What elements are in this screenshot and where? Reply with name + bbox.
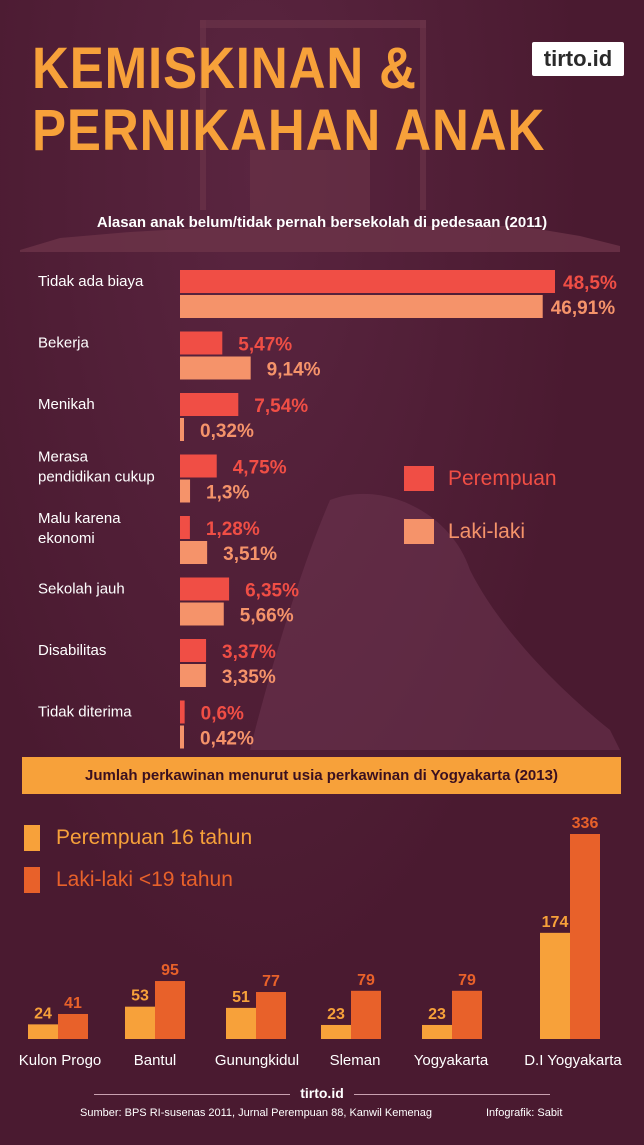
legend-label-perempuan-16: Perempuan 16 tahun xyxy=(56,826,253,849)
bar-perempuan xyxy=(180,270,555,293)
legend-swatch-lakilaki xyxy=(404,519,434,544)
data-label: 5,66% xyxy=(240,606,294,627)
category-label: Malu karena xyxy=(38,510,121,527)
data-label: 1,28% xyxy=(206,519,260,540)
bar-perempuan xyxy=(180,454,217,478)
horizontal-bar-chart: Tidak ada biaya 48,5% 46,91% Bekerja 5,47% 9,… xyxy=(38,270,620,750)
data-label: 174 xyxy=(542,914,569,931)
legend-swatch-perempuan-16 xyxy=(24,825,40,851)
bar-perempuan-16 xyxy=(422,1024,452,1039)
bar-lakilaki xyxy=(180,295,543,318)
title-line-1: KEMISKINAN & xyxy=(32,36,417,101)
bar-lakilaki xyxy=(180,418,184,441)
data-label: 41 xyxy=(64,995,82,1012)
bar-lakilaki-19 xyxy=(570,834,600,1039)
bar-perempuan xyxy=(180,577,230,601)
data-label: 46,91% xyxy=(551,298,616,319)
category-label: Yogyakarta xyxy=(414,1052,489,1069)
bar-lakilaki-19 xyxy=(351,990,381,1039)
category-label: Bantul xyxy=(134,1052,177,1069)
category-label: Tidak diterima xyxy=(38,704,132,721)
data-label: 48,5% xyxy=(563,273,617,294)
bar-perempuan-16 xyxy=(540,932,570,1039)
bar-lakilaki xyxy=(180,479,191,503)
data-label: 3,51% xyxy=(223,544,277,565)
data-label: 7,54% xyxy=(254,396,308,417)
category-label: Sekolah jauh xyxy=(38,581,125,598)
category-label: Merasa xyxy=(38,449,89,466)
data-label: 0,42% xyxy=(200,729,254,750)
category-label: Menikah xyxy=(38,396,95,413)
footer-logo: tirto.id xyxy=(300,1085,344,1101)
data-label: 77 xyxy=(262,973,280,990)
data-label: 79 xyxy=(458,972,476,989)
bar-perempuan-16 xyxy=(125,1006,155,1039)
category-label: pendidikan cukup xyxy=(38,469,155,486)
legend-label-perempuan: Perempuan xyxy=(448,467,557,490)
data-label: 0,6% xyxy=(201,704,244,725)
category-label: ekonomi xyxy=(38,530,95,547)
bar-lakilaki xyxy=(180,541,208,564)
data-label: 6,35% xyxy=(245,581,299,602)
data-label: 23 xyxy=(428,1006,446,1023)
bar-lakilaki-19 xyxy=(58,1013,88,1039)
map-silhouette xyxy=(250,493,620,750)
category-label: Sleman xyxy=(330,1052,381,1069)
data-label: 4,75% xyxy=(233,458,287,479)
legend-swatch-perempuan xyxy=(404,466,434,491)
credit-text: Infografik: Sabit xyxy=(486,1107,563,1119)
data-label: 95 xyxy=(161,962,179,979)
category-label: Kulon Progo xyxy=(19,1052,102,1069)
logo-text: tirto.id xyxy=(543,46,613,71)
bar-perempuan-16 xyxy=(28,1024,58,1039)
legend-swatch-lakilaki-19 xyxy=(24,867,40,893)
bar-lakilaki xyxy=(180,725,184,749)
category-label: Bekerja xyxy=(38,335,90,352)
bar-lakilaki-19 xyxy=(155,981,185,1039)
bar-lakilaki xyxy=(180,664,206,687)
page-title: KEMISKINAN & PERNIKAHAN ANAK xyxy=(32,38,545,162)
title-line-2: PERNIKAHAN ANAK xyxy=(32,98,546,163)
data-label: 3,37% xyxy=(222,642,276,663)
bar-perempuan xyxy=(180,516,190,539)
legend-label-lakilaki-19: Laki-laki <19 tahun xyxy=(56,868,233,891)
bar-perempuan-16 xyxy=(321,1024,351,1039)
data-label: 23 xyxy=(327,1006,345,1023)
bar-perempuan-16 xyxy=(226,1007,256,1039)
data-label: 1,3% xyxy=(206,483,249,504)
bar-perempuan xyxy=(180,393,239,416)
data-label: 24 xyxy=(34,1005,52,1022)
data-label: 51 xyxy=(232,989,250,1006)
vertical-bar-chart: 24 41 Kulon Progo 53 95 Bantul 51 77 Gunungkidul… xyxy=(19,815,623,1069)
bar-perempuan xyxy=(180,639,207,662)
category-label: Tidak ada biaya xyxy=(38,273,144,290)
chart1-title: Alasan anak belum/tidak pernah bersekola… xyxy=(96,214,548,231)
footer-divider-right xyxy=(354,1094,550,1095)
bar-perempuan xyxy=(180,700,185,724)
tirto-logo: tirto.id xyxy=(532,42,624,76)
data-label: 9,14% xyxy=(267,360,321,381)
bar-perempuan xyxy=(180,331,223,355)
footer-divider-left xyxy=(94,1094,290,1095)
data-label: 3,35% xyxy=(222,667,276,688)
legend-label-lakilaki: Laki-laki xyxy=(448,520,526,543)
harbor-silhouette xyxy=(20,20,620,252)
data-label: 336 xyxy=(572,815,599,832)
chart2-title: Jumlah perkawinan menurut usia perkawina… xyxy=(85,767,558,784)
bar-lakilaki-19 xyxy=(256,992,286,1039)
bar-lakilaki xyxy=(180,602,224,626)
data-label: 79 xyxy=(357,972,375,989)
category-label: Gunungkidul xyxy=(215,1052,299,1069)
bar-lakilaki-19 xyxy=(452,990,482,1039)
category-label: Disabilitas xyxy=(38,642,106,659)
category-label: D.I Yogyakarta xyxy=(524,1052,622,1069)
data-label: 53 xyxy=(131,988,149,1005)
chart2-title-banner: Jumlah perkawinan menurut usia perkawina… xyxy=(22,757,621,794)
source-text: Sumber: BPS RI-susenas 2011, Jurnal Pere… xyxy=(80,1107,432,1119)
data-label: 5,47% xyxy=(238,335,292,356)
data-label: 0,32% xyxy=(200,421,254,442)
bar-lakilaki xyxy=(180,356,251,380)
